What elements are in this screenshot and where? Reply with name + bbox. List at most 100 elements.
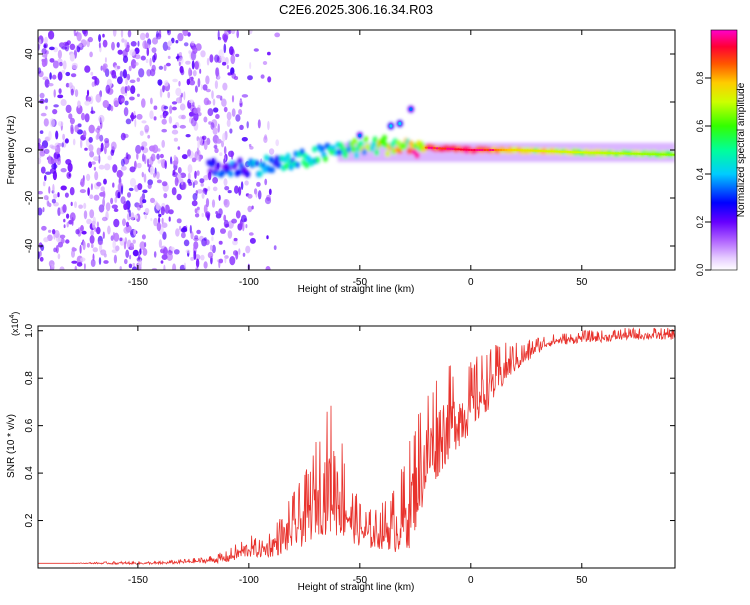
noise-blob (65, 239, 70, 244)
noise-blob (90, 71, 94, 76)
y-tick-label: 0.8 (24, 371, 35, 385)
snr-x-ticks: -150 -100 -50 0 50 (128, 326, 588, 586)
noise-blob (157, 159, 162, 164)
noise-blob (181, 232, 186, 239)
signal-blob (260, 161, 266, 168)
signal-core-blob (491, 149, 495, 151)
noise-blob (90, 183, 93, 191)
snr-plot: -150 -100 -50 0 50 0.2 0.4 0.6 0.8 1.0 Height of… (6, 312, 676, 593)
noise-blob (161, 181, 168, 187)
noise-blob (110, 197, 114, 205)
noise-blob (223, 34, 228, 43)
noise-blob (113, 208, 119, 212)
noise-blob (120, 132, 126, 141)
x-tick-label: -100 (239, 575, 259, 586)
noise-blob (188, 67, 192, 77)
colorbar-tick-label: 0.4 (695, 168, 705, 181)
noise-blob (66, 213, 70, 219)
noise-blob (136, 152, 139, 160)
noise-blob (196, 189, 203, 194)
noise-blob (211, 236, 214, 242)
noise-blob (139, 130, 144, 136)
noise-blob (128, 263, 133, 269)
noise-blob (128, 187, 134, 192)
noise-blob (130, 85, 136, 94)
harmonic-blob-core (409, 107, 413, 111)
noise-blob (161, 139, 165, 148)
noise-blob (89, 150, 95, 158)
noise-blob (112, 231, 115, 240)
noise-blob (158, 65, 164, 70)
signal-blob (382, 134, 387, 142)
noise-blob (242, 252, 246, 257)
noise-blob (110, 149, 115, 156)
noise-blob (42, 181, 46, 187)
noise-blob (102, 63, 108, 69)
noise-blob (161, 118, 167, 125)
noise-blob (224, 256, 227, 264)
noise-blob (194, 61, 199, 70)
noise-blob (207, 108, 214, 117)
noise-blob (102, 190, 106, 199)
noise-blob (151, 47, 157, 53)
noise-blob (162, 246, 168, 256)
signal-core-blob (435, 147, 439, 150)
noise-blob (195, 258, 200, 268)
noise-blob (89, 235, 95, 244)
noise-blob (76, 32, 82, 42)
noise-blob (93, 166, 96, 171)
noise-blob (83, 210, 88, 220)
noise-blob (81, 230, 87, 235)
noise-blob (63, 218, 66, 223)
noise-blob (43, 195, 49, 201)
signal-core-blob (589, 151, 594, 154)
noise-blob (205, 211, 211, 218)
noise-blob (176, 174, 182, 178)
noise-blob (112, 164, 118, 173)
y-tick-label: 0.4 (24, 466, 35, 480)
noise-blob (257, 119, 261, 129)
noise-blob (38, 67, 42, 74)
noise-blob (83, 30, 88, 37)
noise-blob (96, 226, 101, 235)
signal-core-blob (544, 150, 548, 153)
x-tick-label: -50 (353, 277, 368, 288)
noise-blob (122, 55, 129, 63)
noise-blob (49, 58, 55, 63)
noise-blob (121, 38, 125, 43)
noise-blob (100, 142, 104, 152)
noise-blob (204, 239, 210, 246)
snr-y-scale-base: (x10 (10, 318, 20, 336)
noise-blob (227, 230, 233, 239)
snr-series-line (38, 327, 675, 566)
noise-blob (194, 85, 198, 93)
noise-blob (49, 46, 55, 51)
noise-blob (104, 137, 110, 144)
noise-blob (57, 120, 64, 127)
noise-blob (105, 202, 111, 212)
noise-blob (223, 249, 226, 255)
noise-blob (98, 164, 105, 170)
noise-blob (86, 242, 90, 248)
noise-blob (88, 144, 94, 152)
noise-blob (246, 121, 249, 129)
noise-blob (185, 60, 191, 65)
noise-blob (195, 190, 198, 196)
noise-blob (79, 181, 84, 186)
noise-blob (44, 174, 47, 182)
spectrogram-plot: -150 -100 -50 0 50 -40 -20 0 20 40 Height of str… (6, 29, 676, 295)
y-tick-label: 20 (24, 96, 35, 108)
snr-frame (37, 325, 676, 569)
noise-blob (119, 70, 124, 78)
noise-blob (74, 265, 77, 270)
noise-blob (74, 201, 77, 209)
snr-y-scale-exponent: 4 (9, 314, 16, 318)
noise-blob (144, 213, 147, 220)
noise-blob (89, 209, 95, 219)
noise-blob (181, 154, 188, 160)
noise-blob (64, 41, 70, 52)
noise-blob (88, 124, 95, 134)
noise-blob (111, 204, 118, 209)
noise-blob (223, 178, 228, 187)
noise-blob (214, 147, 219, 154)
